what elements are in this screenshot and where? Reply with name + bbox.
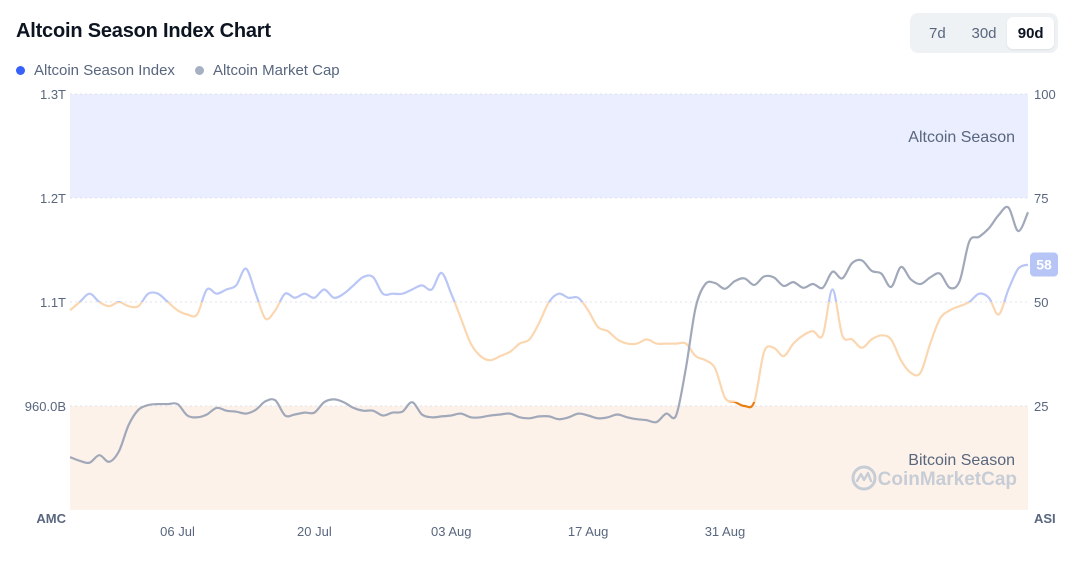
legend-item-amc[interactable]: Altcoin Market Cap (194, 62, 340, 79)
x-axis-tick: 20 Jul (297, 524, 332, 539)
zone-altcoin-season (70, 94, 1028, 198)
legend-dot-amc-icon (194, 66, 204, 75)
watermark-text: CoinMarketCap (878, 469, 1017, 490)
x-axis-tick: 17 Aug (568, 524, 609, 539)
coinmarketcap-watermark: CoinMarketCap (851, 465, 1017, 491)
legend: Altcoin Season Index Altcoin Market Cap (16, 62, 340, 79)
x-axis-tick: 06 Jul (160, 524, 195, 539)
chart-title: Altcoin Season Index Chart (16, 20, 271, 42)
range-7d-button[interactable]: 7d (914, 17, 961, 49)
series-line-altcoin-season-index (69, 263, 1029, 409)
left-axis-tick: 1.2T (40, 191, 66, 206)
legend-label-amc: Altcoin Market Cap (212, 62, 340, 79)
right-axis-tick: 100 (1034, 87, 1056, 102)
right-axis-tick: 50 (1034, 295, 1048, 310)
x-axis-tick: 31 Aug (705, 524, 746, 539)
right-axis-tick: 75 (1034, 191, 1048, 206)
range-90d-button[interactable]: 90d (1007, 17, 1055, 49)
right-axis-label: ASI (1034, 511, 1056, 526)
right-axis-tick: 25 (1034, 399, 1048, 414)
coinmarketcap-logo-icon (851, 465, 877, 491)
x-axis-tick: 03 Aug (431, 524, 472, 539)
left-axis-tick: 1.3T (40, 87, 66, 102)
legend-label-asi: Altcoin Season Index (34, 62, 175, 79)
range-30d-button[interactable]: 30d (961, 17, 1008, 49)
zone-bitcoin-season (70, 406, 1028, 510)
legend-item-asi[interactable]: Altcoin Season Index (16, 62, 175, 79)
current-asi-badge (1030, 252, 1058, 277)
zone-label-bitcoin-season: Bitcoin Season (908, 452, 1015, 469)
range-selector: 7d 30d 90d (910, 13, 1058, 53)
left-axis-label: AMC (36, 511, 66, 526)
legend-dot-asi-icon (16, 66, 25, 75)
series-line-altcoin-market-cap (69, 205, 1030, 465)
current-asi-value: 58 (1036, 257, 1052, 273)
left-axis-tick: 1.1T (40, 295, 66, 310)
zone-label-altcoin-season: Altcoin Season (908, 129, 1015, 146)
left-axis-tick: 960.0B (25, 399, 66, 414)
